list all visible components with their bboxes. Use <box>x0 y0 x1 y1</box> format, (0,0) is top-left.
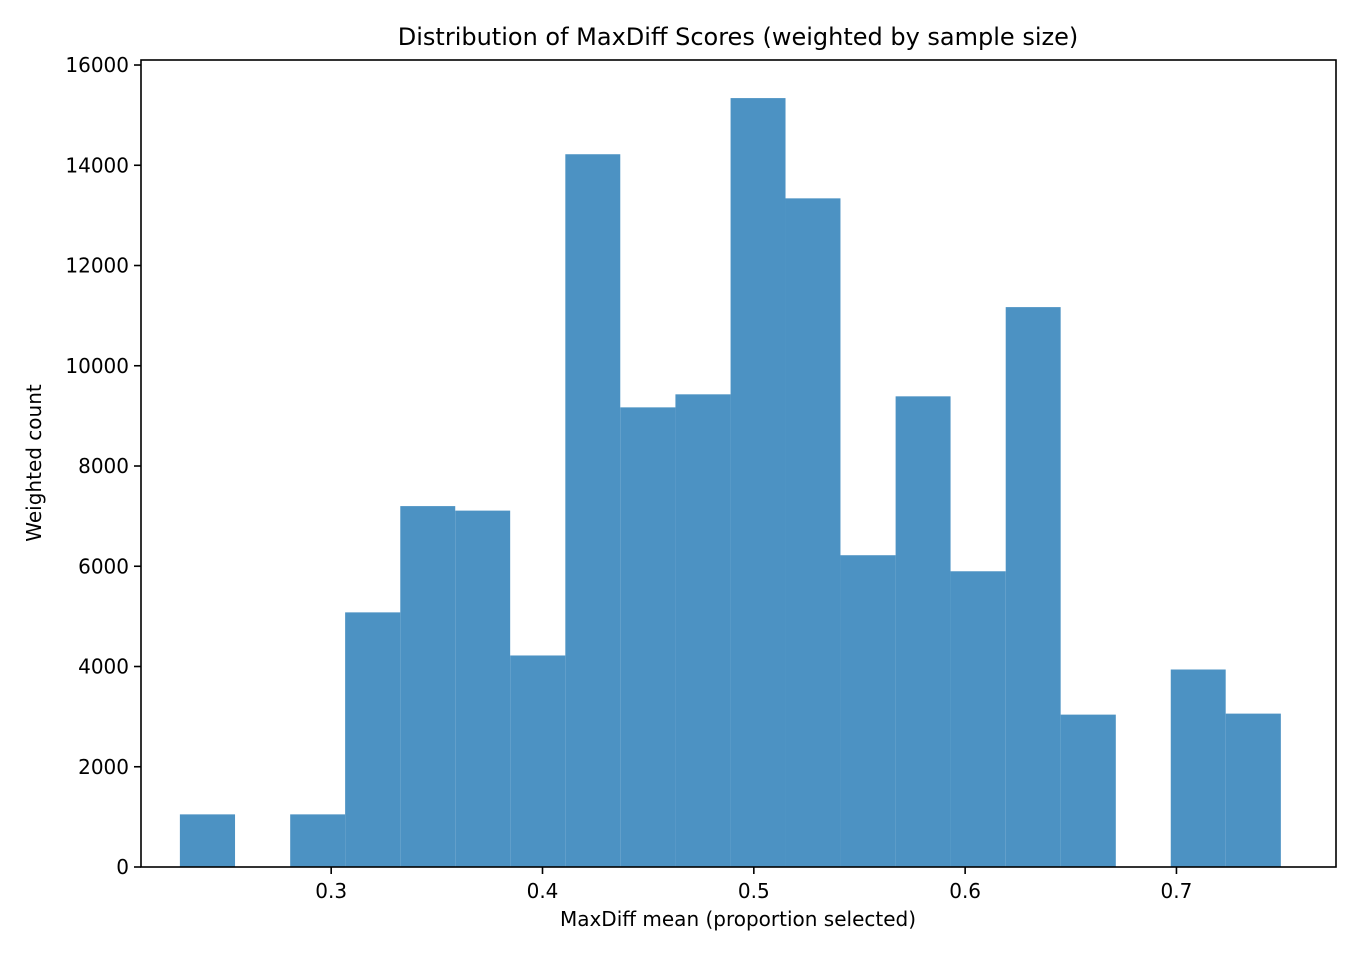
x-tick-label: 0.3 <box>315 879 347 903</box>
y-tick-label: 0 <box>116 855 129 879</box>
bars-group <box>179 98 1281 868</box>
chart-title: Distribution of MaxDiff Scores (weighted… <box>398 23 1078 51</box>
y-tick-label: 14000 <box>65 153 129 177</box>
y-tick-label: 4000 <box>78 655 129 679</box>
y-axis-label: Weighted count <box>22 384 46 542</box>
y-tick-label: 12000 <box>65 254 129 278</box>
histogram-bar <box>950 571 1006 867</box>
histogram-bar <box>345 612 401 867</box>
x-axis-ticks: 0.3 0.4 0.5 0.6 0.7 <box>315 867 1192 903</box>
y-tick-label: 2000 <box>78 755 129 779</box>
histogram-bar <box>1225 713 1281 867</box>
histogram-bar <box>895 396 951 867</box>
x-axis-label: MaxDiff mean (proportion selected) <box>560 907 916 931</box>
histogram-bar <box>730 98 786 867</box>
y-tick-label: 10000 <box>65 354 129 378</box>
y-tick-label: 6000 <box>78 554 129 578</box>
histogram-bar <box>675 394 731 867</box>
plot-frame <box>140 59 1337 868</box>
histogram-bar <box>840 555 896 867</box>
histogram-bar <box>565 154 621 868</box>
histogram-bar <box>400 506 456 867</box>
x-tick-label: 0.6 <box>949 879 981 903</box>
x-tick-label: 0.7 <box>1161 879 1193 903</box>
y-tick-label: 8000 <box>78 454 129 478</box>
y-axis-ticks: 0 2000 4000 6000 8000 10000 12000 14000 16000 <box>65 53 141 879</box>
histogram-bar <box>290 814 346 867</box>
histogram-bar <box>179 814 236 867</box>
histogram-bar <box>1060 714 1116 867</box>
histogram-bar <box>1170 669 1226 867</box>
histogram-bar <box>785 198 841 868</box>
x-tick-label: 0.5 <box>738 879 770 903</box>
histogram-bar <box>620 407 676 867</box>
histogram-bar <box>1005 307 1061 867</box>
histogram-bar <box>510 655 566 867</box>
y-tick-label: 16000 <box>65 53 129 77</box>
histogram-bar <box>455 510 511 867</box>
x-tick-label: 0.4 <box>527 879 559 903</box>
